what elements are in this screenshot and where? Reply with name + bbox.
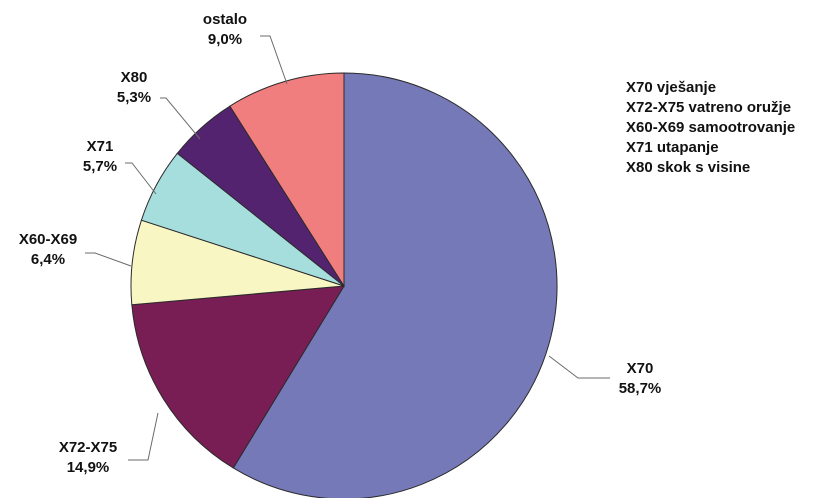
slice-value-label: 9,0%: [208, 31, 242, 48]
slice-category-label: X72-X75: [59, 439, 117, 456]
slice-category-label: X60-X69: [19, 231, 77, 248]
slice-category-label: X70: [627, 360, 654, 377]
slice-value-label: 5,7%: [83, 158, 117, 175]
slice-label: X71 5,7%: [83, 138, 117, 175]
leader-line: [548, 355, 610, 379]
slice-value-label: 14,9%: [67, 459, 110, 476]
slice-label: X60-X69 6,4%: [19, 231, 77, 268]
pie-slice-x72-x75: [131, 285, 345, 469]
legend-entry: X72-X75 vatreno oružje: [626, 99, 791, 116]
slice-category-label: X71: [87, 138, 114, 155]
legend-entry: X71 utapanje: [626, 139, 719, 156]
slice-value-label: 6,4%: [31, 251, 65, 268]
slice-value-label: 5,3%: [117, 89, 151, 106]
pie-slices: [130, 72, 558, 498]
slice-category-label: X80: [121, 69, 148, 86]
leader-line: [125, 162, 157, 195]
legend-entry: X70 vješanje: [626, 79, 716, 96]
slice-labels: X70 58,7% X72-X75 14,9% X60-X69 6,4% X71 5,7% X8…: [19, 11, 661, 476]
legend-entry: X80 skok s visine: [626, 159, 750, 176]
slice-category-label: ostalo: [203, 11, 247, 28]
leader-line: [160, 97, 201, 140]
slice-value-label: 58,7%: [619, 380, 662, 397]
slice-label: X72-X75 14,9%: [59, 439, 117, 476]
slice-label: X80 5,3%: [117, 69, 151, 106]
slice-label: X70 58,7%: [619, 360, 662, 397]
pie-slice-x70: [232, 72, 558, 498]
legend-entry: X60-X69 samootrovanje: [626, 119, 795, 136]
leader-line: [128, 412, 159, 461]
pie-slice-ostalo: [229, 72, 345, 288]
leader-lines: [85, 35, 610, 461]
legend: X70 vješanje X72-X75 vatreno oružje X60-X6…: [626, 79, 795, 176]
leader-line: [260, 35, 288, 85]
leader-line: [85, 252, 132, 267]
slice-label: ostalo 9,0%: [203, 11, 247, 48]
